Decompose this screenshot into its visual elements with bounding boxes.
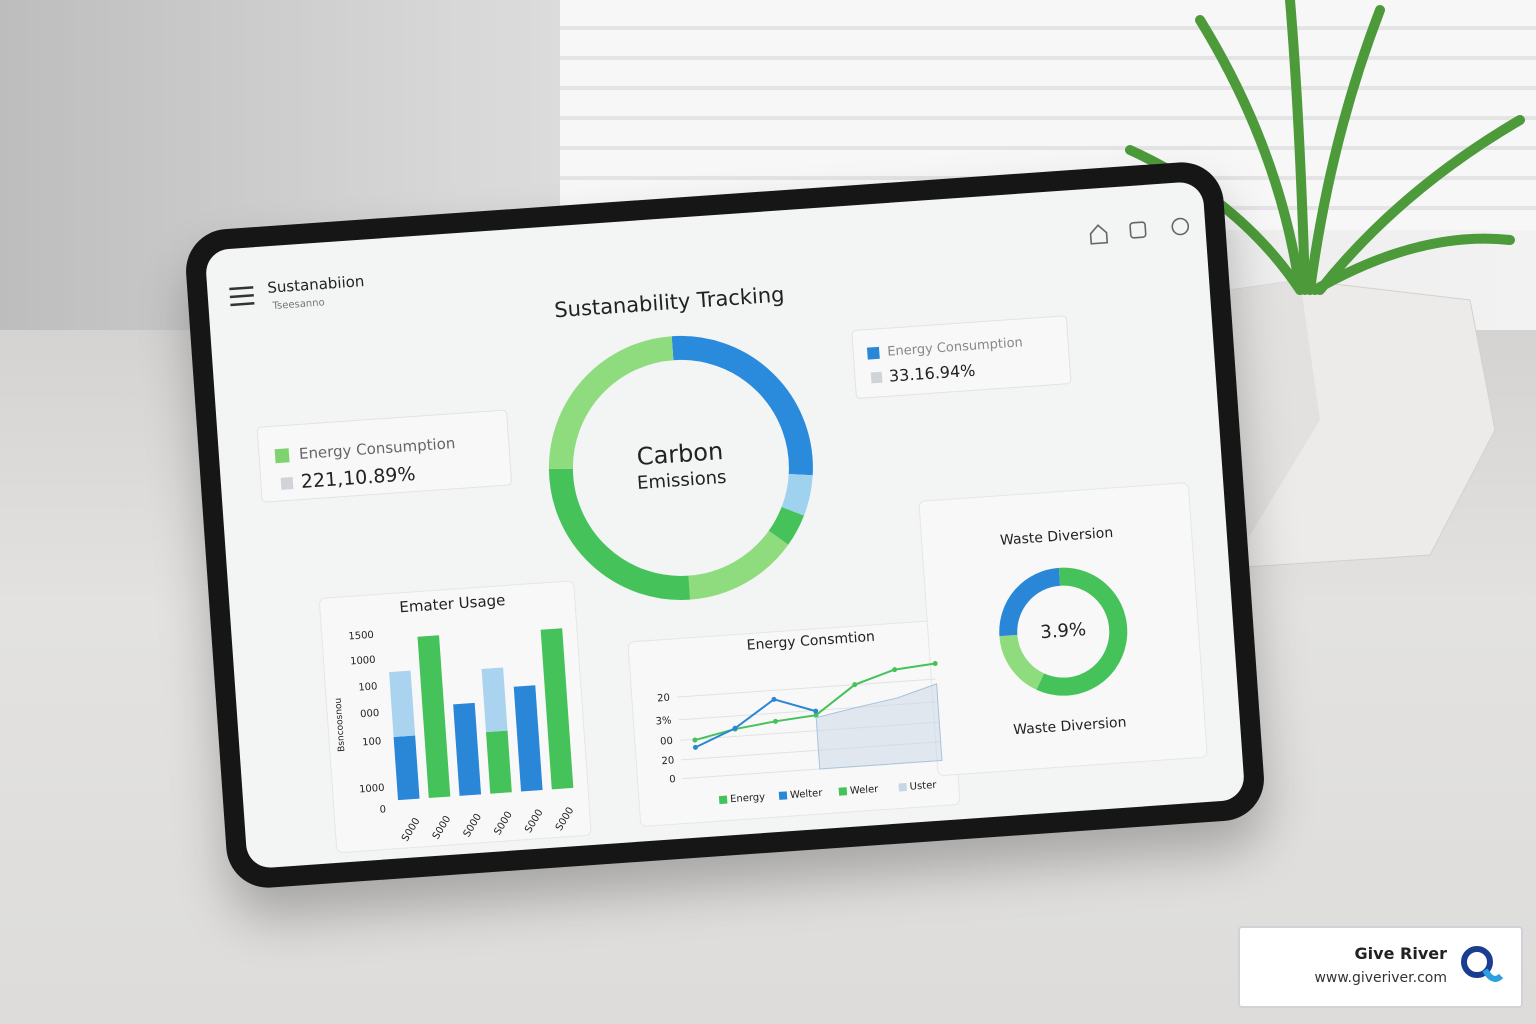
card-swatch — [280, 477, 294, 490]
y-tick-label: 0 — [379, 804, 386, 815]
point — [852, 682, 858, 688]
legend-swatch — [718, 795, 728, 805]
bar — [389, 670, 416, 737]
app-title: Sustanabiion — [267, 272, 365, 297]
y-axis-label: Bsncoosnou — [334, 697, 348, 752]
legend-swatch — [898, 782, 907, 792]
donut-segment — [768, 506, 804, 545]
bar — [540, 628, 574, 790]
home-icon[interactable] — [1089, 224, 1109, 245]
legend-label: Weler — [850, 784, 880, 797]
brand-url: www.giveriver.com — [1314, 970, 1447, 986]
dashboard: Sustanabiion Tseesanno Sustanability Tra… — [229, 217, 1208, 853]
tablet: Sustanabiion Tseesanno Sustanability Tra… — [183, 159, 1267, 891]
y-tick-label: 000 — [360, 708, 380, 720]
line — [695, 698, 816, 749]
legend-label: Uster — [909, 780, 937, 793]
point — [932, 660, 938, 666]
legend-label: Energy — [730, 792, 766, 805]
bar — [513, 685, 543, 792]
bar — [485, 730, 512, 794]
square-icon[interactable] — [1129, 221, 1147, 239]
y-tick-label: 20 — [661, 755, 674, 767]
point — [692, 744, 698, 750]
card-swatch — [870, 371, 883, 384]
y-tick-label: 1500 — [348, 630, 374, 643]
point — [813, 708, 819, 714]
bar — [393, 735, 420, 801]
bar — [417, 635, 451, 798]
card — [851, 315, 1072, 399]
donut-segment — [999, 634, 1045, 690]
legend-label: Welter — [790, 788, 824, 801]
menu-icon[interactable] — [229, 286, 255, 307]
card-swatch — [866, 346, 880, 360]
y-tick-label: 0 — [669, 774, 676, 785]
panel — [918, 482, 1208, 776]
y-tick-label: 3% — [655, 715, 672, 727]
y-tick-label: 1000 — [359, 783, 385, 796]
point — [771, 696, 777, 702]
donut-segment — [671, 335, 813, 476]
point — [772, 718, 778, 724]
center-text: Emissions — [636, 467, 727, 494]
point — [813, 712, 819, 718]
profile-icon[interactable] — [1171, 217, 1190, 236]
chart-footer: Waste Diversion — [1013, 714, 1127, 738]
donut-segment — [688, 530, 789, 600]
grid-line — [676, 678, 937, 698]
chart-title: Waste Diversion — [1000, 525, 1114, 549]
bar — [481, 667, 508, 733]
app-subtitle: Tseesanno — [271, 297, 325, 312]
watermark: Give River www.giveriver.com — [1238, 926, 1523, 1008]
center-text: 3.9% — [1040, 619, 1087, 643]
y-tick-label: 20 — [657, 693, 670, 705]
y-tick-label: 1000 — [350, 655, 376, 668]
page-title: Sustanability Tracking — [554, 282, 786, 322]
donut-segment — [999, 567, 1061, 637]
card — [256, 409, 512, 503]
point — [692, 737, 698, 743]
donut-segment — [781, 473, 813, 516]
brand-name: Give River — [1354, 944, 1447, 963]
y-tick-label: 100 — [358, 681, 378, 693]
y-tick-label: 00 — [660, 736, 673, 748]
screen: Sustanabiion Tseesanno Sustanability Tra… — [204, 180, 1246, 870]
brand-logo — [1461, 946, 1504, 982]
donut-segment — [548, 336, 674, 469]
legend-swatch — [838, 787, 848, 796]
center-text: Carbon — [636, 437, 724, 471]
bar — [453, 702, 482, 796]
y-tick-label: 100 — [362, 736, 382, 748]
area — [815, 683, 943, 770]
donut-segment — [548, 468, 691, 600]
point — [892, 667, 898, 673]
card-swatch — [274, 448, 290, 464]
donut-segment — [1036, 567, 1128, 696]
point — [732, 725, 738, 731]
legend-swatch — [778, 791, 788, 800]
